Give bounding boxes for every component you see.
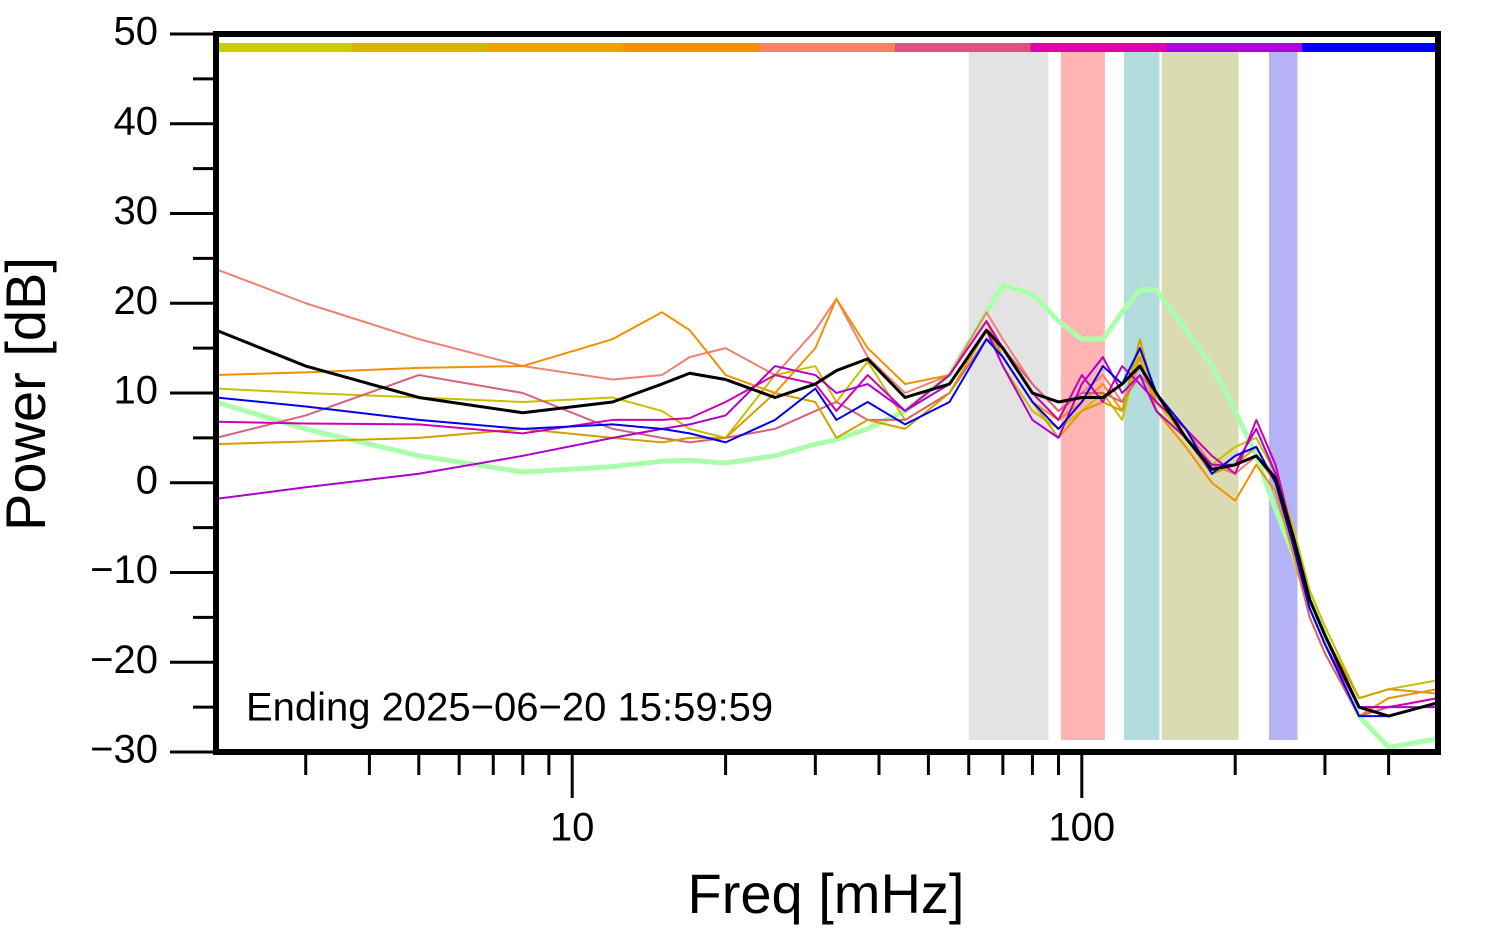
top-bar-segment — [894, 43, 1032, 52]
y-tick-label: −20 — [90, 638, 158, 682]
line — [216, 297, 1438, 718]
top-bar-segment — [623, 43, 760, 52]
series-group — [216, 268, 1438, 751]
y-axis-title: Power [dB] — [0, 257, 57, 531]
line — [216, 320, 1438, 709]
y-tick-label: 30 — [114, 189, 159, 233]
top-bar-segment — [216, 43, 353, 52]
y-tick-label: 20 — [114, 279, 159, 323]
y-tick-label: −30 — [90, 728, 158, 772]
annotation: Ending 2025−06−20 15:59:59 — [246, 686, 773, 730]
top-bar-segment — [351, 43, 489, 52]
line — [216, 328, 1438, 718]
y-tick-label: −10 — [90, 548, 158, 592]
top-bar-segment — [759, 43, 896, 52]
y-tick-label: 0 — [136, 458, 158, 502]
line — [216, 282, 1438, 751]
y-tick-label: 10 — [114, 369, 159, 413]
x-tick-label: 10 — [550, 806, 595, 850]
line — [216, 338, 1438, 718]
line — [216, 338, 1438, 718]
band — [1269, 52, 1298, 740]
top-bar-segment — [1302, 43, 1439, 52]
y-tick-label: 50 — [114, 10, 159, 54]
line — [216, 268, 1438, 718]
top-bar-segment — [1030, 43, 1167, 52]
y-tick-label: 40 — [114, 99, 159, 143]
top-bar-segment — [487, 43, 624, 52]
x-tick-label: 100 — [1048, 806, 1115, 850]
top-bar-segment — [1166, 43, 1303, 52]
x-axis-title: Freq [mHz] — [688, 862, 965, 925]
